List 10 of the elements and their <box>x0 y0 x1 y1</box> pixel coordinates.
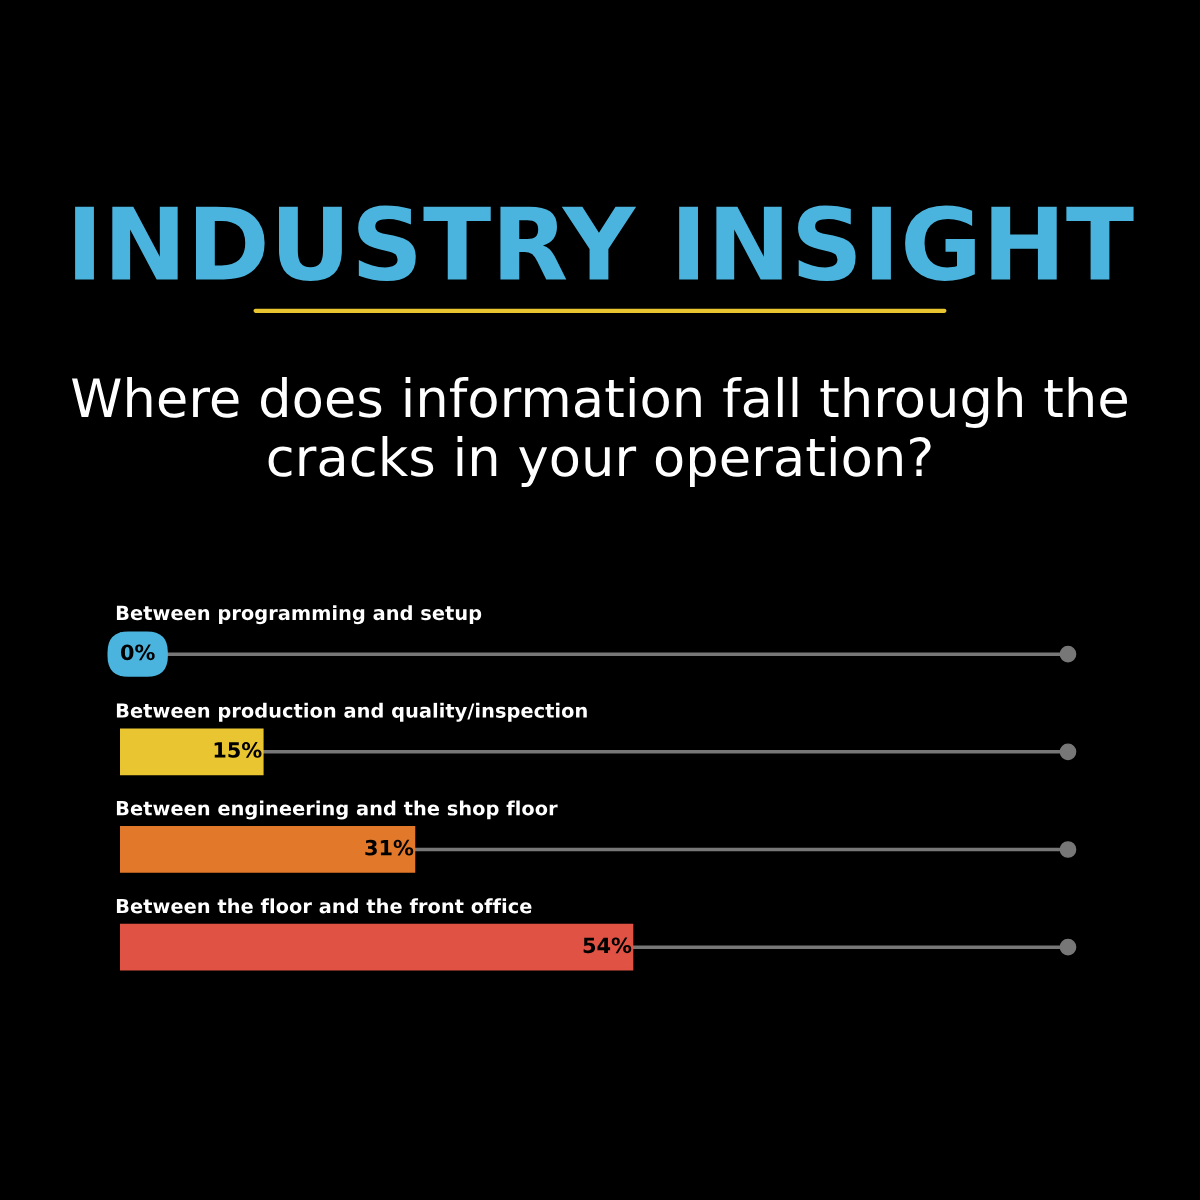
y-tick-label: Between production and quality/inspection <box>116 702 587 722</box>
chart-subtitle: Where does information fall through the cracks in your operation? <box>71 376 1127 488</box>
data-label: 31% <box>365 839 414 856</box>
chart-title: INDUSTRY INSIGHT <box>75 205 1134 282</box>
y-tick-label: Between the floor and the front office <box>116 898 532 914</box>
data-label: 0% <box>121 644 155 661</box>
y-tick-label: Between engineering and the shop floor <box>116 800 558 820</box>
data-label: 54% <box>583 937 632 954</box>
y-tick-label: Between programming and setup <box>116 605 482 625</box>
data-label: 15% <box>214 742 262 758</box>
